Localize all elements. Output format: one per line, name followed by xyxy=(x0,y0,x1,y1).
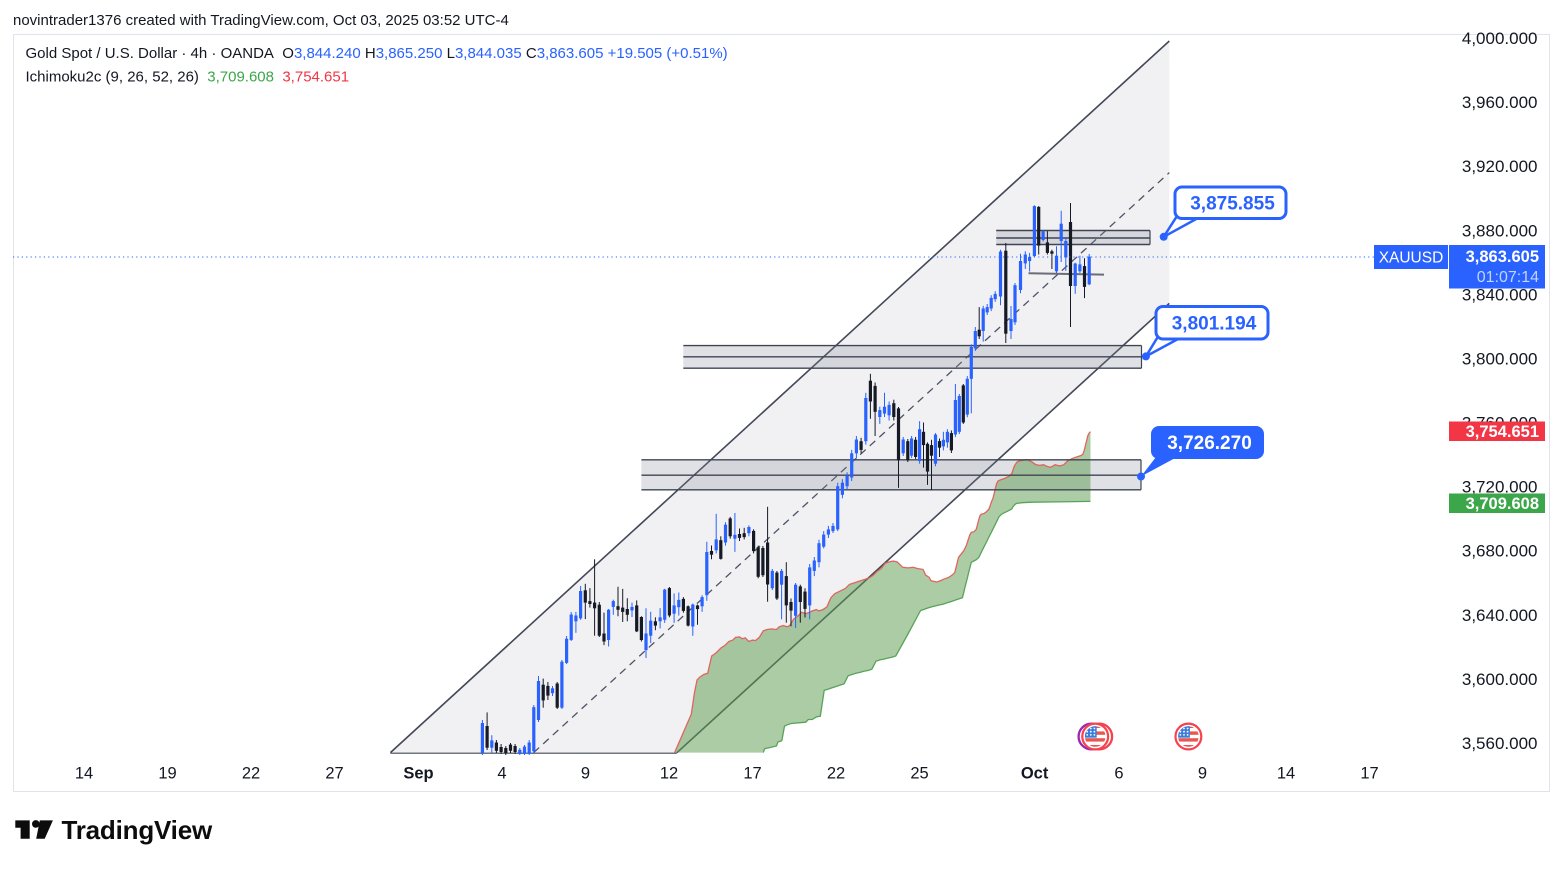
svg-text:3,720.000: 3,720.000 xyxy=(1462,478,1538,497)
svg-text:22: 22 xyxy=(242,765,260,783)
svg-text:14: 14 xyxy=(1277,765,1295,783)
svg-text:3,920.000: 3,920.000 xyxy=(1462,157,1538,176)
svg-text:3,800.000: 3,800.000 xyxy=(1462,350,1538,369)
svg-text:19: 19 xyxy=(158,765,176,783)
svg-text:3,875.855: 3,875.855 xyxy=(1190,193,1275,214)
svg-text:Oct: Oct xyxy=(1021,765,1049,783)
svg-text:XAUUSD: XAUUSD xyxy=(1379,250,1444,267)
svg-text:9: 9 xyxy=(581,765,590,783)
svg-text:25: 25 xyxy=(910,765,928,783)
svg-text:Ichimoku2c (9, 26, 52, 26) 3,: Ichimoku2c (9, 26, 52, 26) 3,709.608 3,7… xyxy=(26,69,350,86)
svg-text:Sep: Sep xyxy=(403,765,433,783)
svg-text:12: 12 xyxy=(660,765,678,783)
svg-text:3,726.270: 3,726.270 xyxy=(1167,433,1252,454)
svg-text:22: 22 xyxy=(827,765,845,783)
svg-text:4: 4 xyxy=(497,765,506,783)
svg-text:3,600.000: 3,600.000 xyxy=(1462,670,1538,689)
svg-text:3,960.000: 3,960.000 xyxy=(1462,93,1538,112)
svg-text:4,000.000: 4,000.000 xyxy=(1462,29,1538,48)
svg-text:3,801.194: 3,801.194 xyxy=(1172,313,1257,334)
svg-text:3,880.000: 3,880.000 xyxy=(1462,221,1538,240)
svg-text:17: 17 xyxy=(1360,765,1378,783)
svg-text:17: 17 xyxy=(743,765,761,783)
svg-text:6: 6 xyxy=(1114,765,1123,783)
svg-text:3,709.608: 3,709.608 xyxy=(1466,495,1539,513)
svg-text:3,640.000: 3,640.000 xyxy=(1462,606,1538,625)
svg-text:3,754.651: 3,754.651 xyxy=(1466,423,1539,441)
svg-text:3,680.000: 3,680.000 xyxy=(1462,542,1538,561)
svg-text:novintrader1376 created with T: novintrader1376 created with TradingView… xyxy=(13,12,509,29)
svg-text:14: 14 xyxy=(75,765,93,783)
svg-text:TradingView: TradingView xyxy=(62,815,213,845)
svg-text:01:07:14: 01:07:14 xyxy=(1477,269,1539,286)
svg-text:3,560.000: 3,560.000 xyxy=(1462,734,1538,753)
svg-text:27: 27 xyxy=(325,765,343,783)
svg-text:3,863.605: 3,863.605 xyxy=(1466,248,1539,266)
svg-text:9: 9 xyxy=(1198,765,1207,783)
svg-text:Gold Spot / U.S. Dollar · 4h ·: Gold Spot / U.S. Dollar · 4h · OANDA O3,… xyxy=(26,45,728,62)
svg-text:3,840.000: 3,840.000 xyxy=(1462,285,1538,304)
